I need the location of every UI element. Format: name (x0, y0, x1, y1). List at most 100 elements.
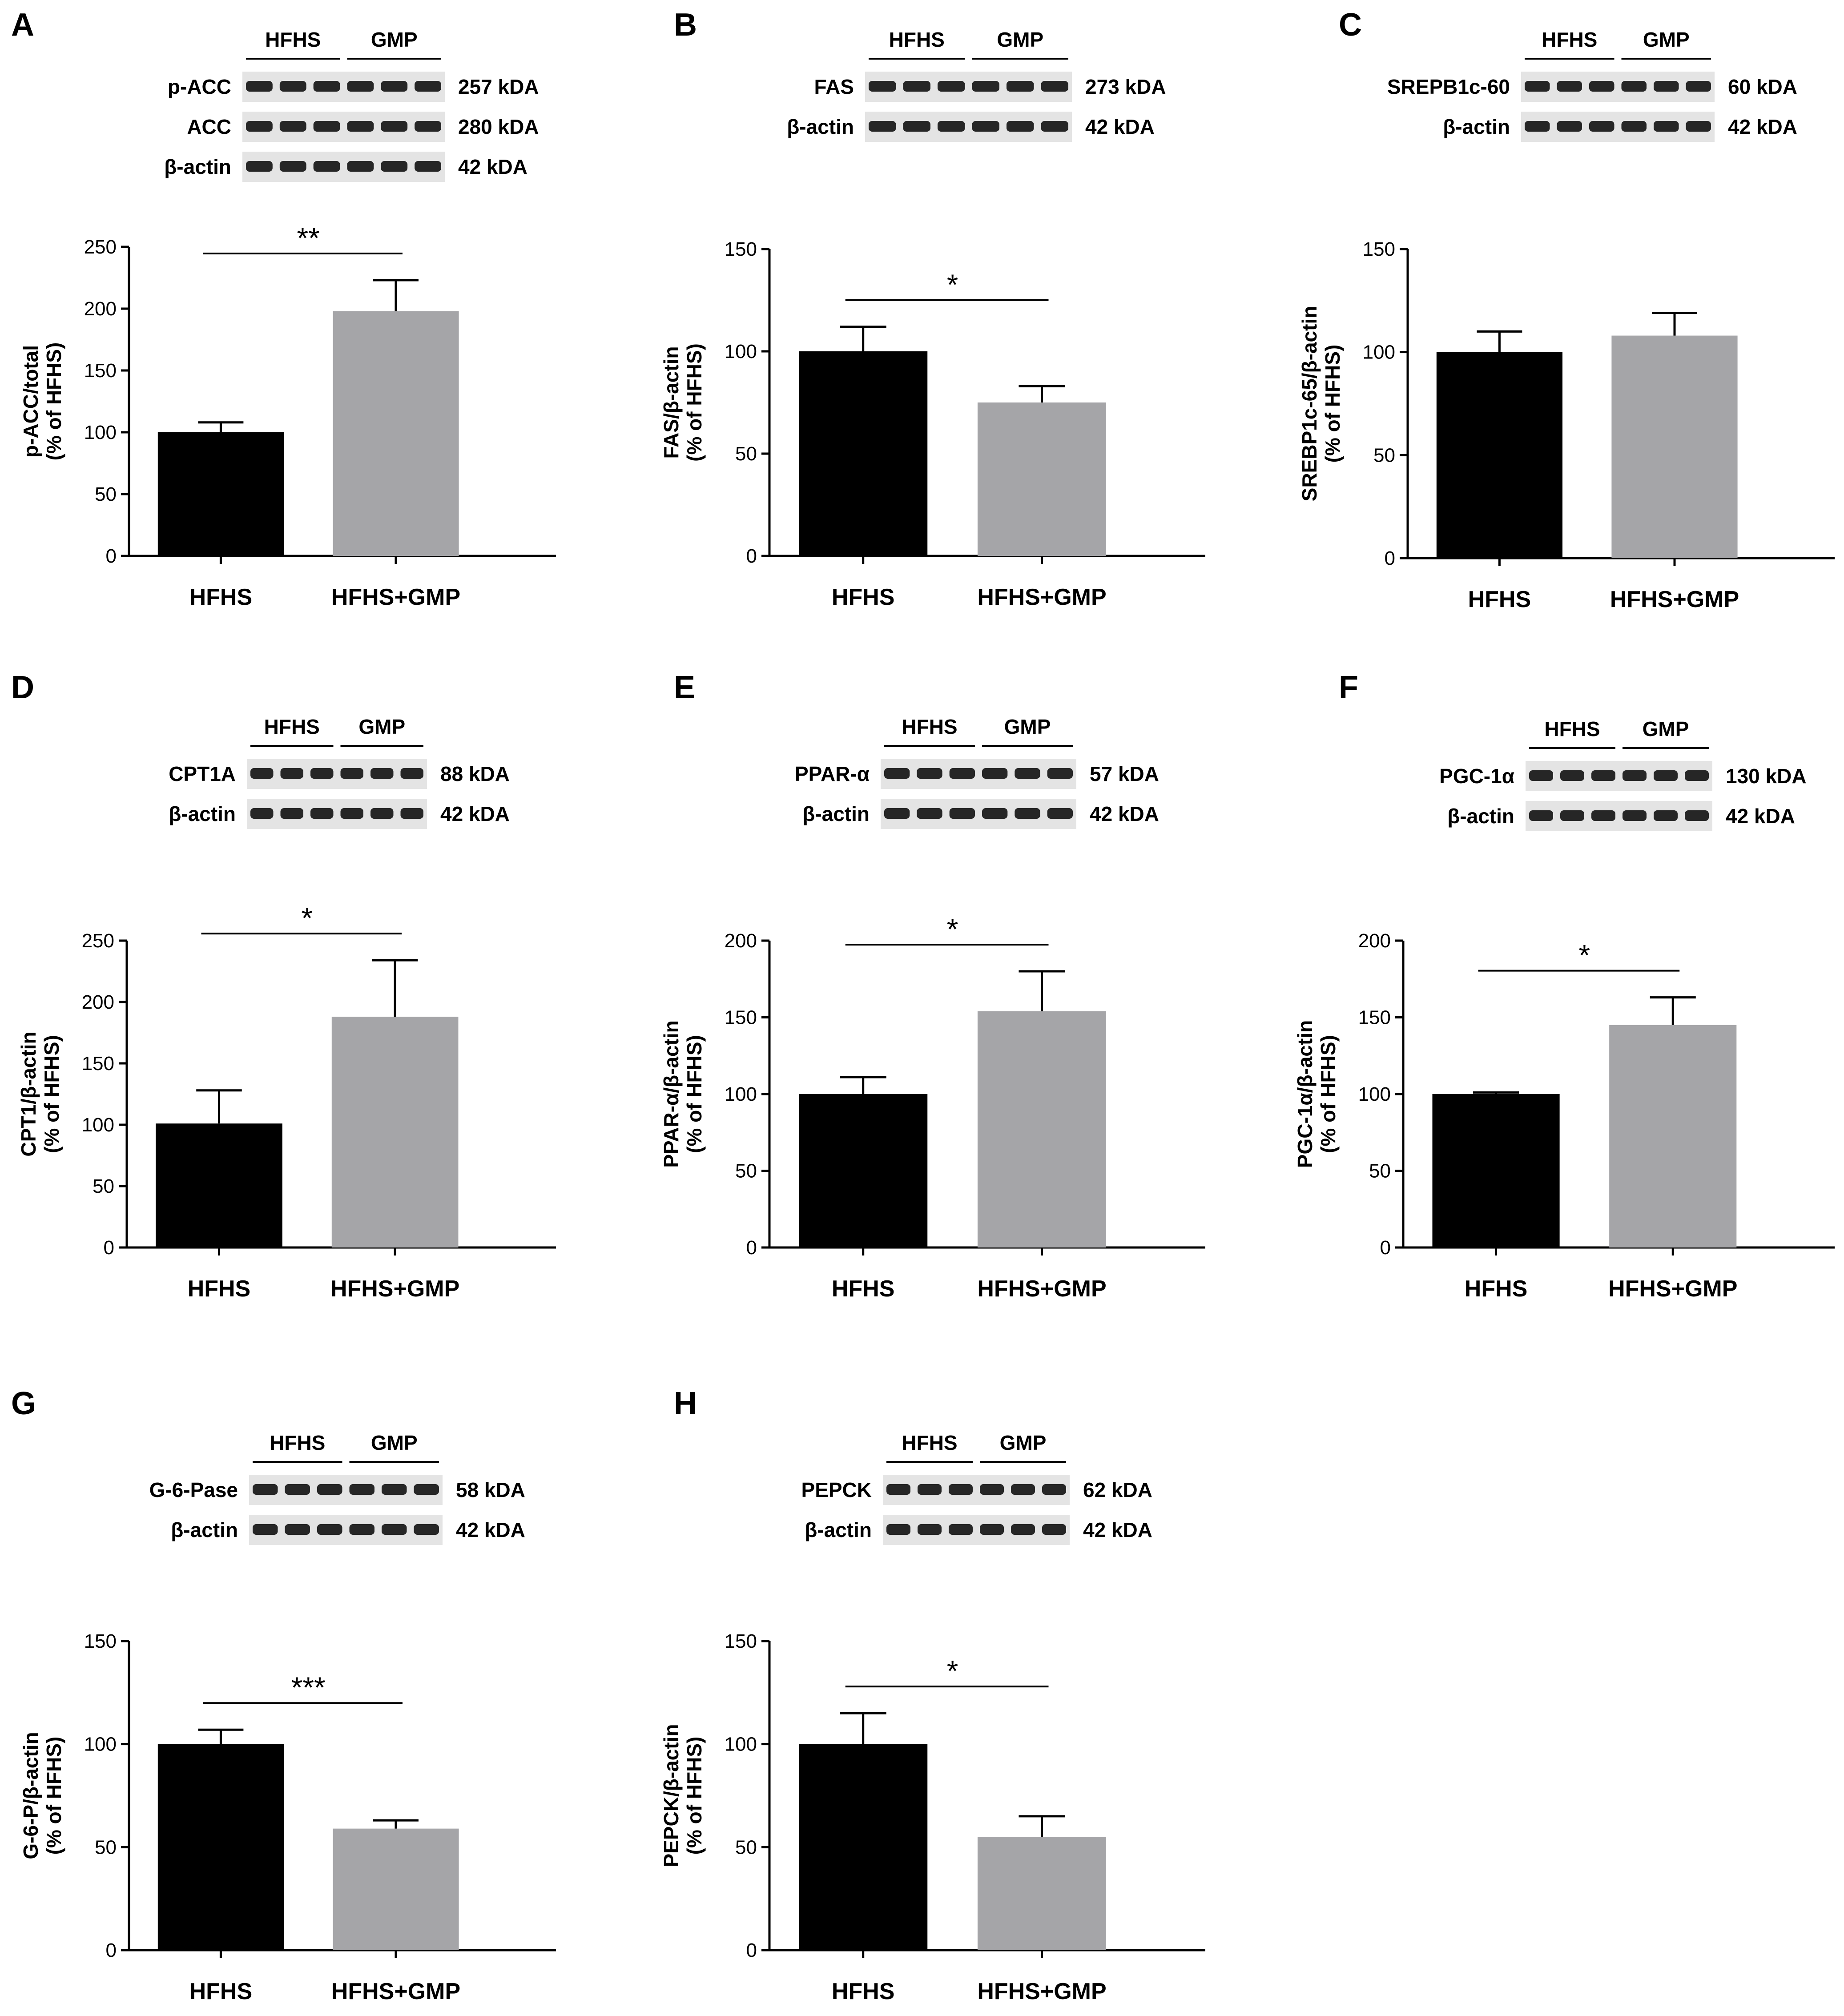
blot-band (415, 161, 441, 172)
y-tick-label: 0 (106, 1940, 117, 1961)
blot-band (414, 1524, 439, 1535)
x-tick-label: HFHS (1468, 587, 1531, 612)
blot-band (980, 1484, 1004, 1495)
blot-band (280, 808, 303, 819)
blot-band (370, 808, 394, 819)
blot-membrane (249, 1515, 443, 1545)
blot-kda-label: 42 kDA (456, 1518, 525, 1541)
blot-band (1685, 810, 1709, 821)
blot-band (382, 1484, 407, 1495)
y-axis-label: PGC-1α/β-actin(% of HFHS) (1293, 1020, 1340, 1168)
blot-band (349, 1524, 374, 1535)
blot-band (253, 1524, 278, 1535)
blot-band (349, 1484, 374, 1495)
blot-band (1525, 81, 1550, 92)
bar-hfhs-gmp (1609, 1025, 1737, 1247)
bar-hfhs (799, 1094, 928, 1247)
blot-band (313, 161, 340, 172)
y-tick-label: 50 (1369, 1160, 1391, 1182)
blot-band (1654, 81, 1679, 92)
significance-marker: * (947, 268, 958, 301)
panel-letter: F (1339, 670, 1358, 705)
y-axis-label-line1: PEPCK/β-actin (660, 1724, 683, 1867)
y-tick-label: 0 (1385, 547, 1395, 569)
blot-kda-label: 130 kDA (1726, 765, 1807, 788)
blot-band (246, 81, 273, 92)
significance-marker: ** (297, 221, 320, 254)
western-blot: HFHS GMP FAS 273 kDA β-actin 42 kDA (787, 28, 1166, 142)
blot-protein-label: G-6-Pase (149, 1478, 238, 1501)
blot-protein-label: PEPCK (801, 1478, 872, 1501)
blot-membrane (1521, 72, 1715, 102)
western-blot: HFHS GMP PEPCK 62 kDA β-actin 42 kDA (801, 1431, 1152, 1545)
blot-band (917, 768, 942, 779)
blot-band (1621, 121, 1647, 132)
blot-protein-label: β-actin (802, 802, 870, 825)
blot-band (1623, 810, 1647, 821)
x-tick-label: HFHS (189, 584, 253, 610)
y-axis-label-line2: (% of HFHS) (1321, 345, 1344, 463)
western-blot: HFHS GMP PPAR-α 57 kDA β-actin 42 kDA (795, 715, 1159, 829)
blot-band (381, 161, 408, 172)
blot-kda-label: 58 kDA (456, 1478, 525, 1501)
blot-band (886, 1524, 910, 1535)
y-tick-label: 0 (104, 1237, 114, 1259)
y-axis-label: PEPCK/β-actin(% of HFHS) (660, 1724, 706, 1867)
x-tick-label: HFHS+GMP (331, 584, 460, 610)
y-tick-label: 100 (1363, 342, 1395, 363)
bar-chart: 0 50 100 150 FAS/β-actin(% of HFHS) HFHS HFHS+… (660, 238, 1205, 610)
blot-band (400, 808, 423, 819)
bar-hfhs (799, 1744, 928, 1950)
blot-band (1047, 808, 1073, 819)
blot-group-label: HFHS (902, 1431, 957, 1454)
blot-band (1591, 810, 1615, 821)
blot-band (949, 1524, 973, 1535)
panel-letter: H (674, 1386, 697, 1421)
y-tick-label: 100 (725, 1083, 757, 1105)
blot-membrane (883, 1515, 1070, 1545)
y-tick-label: 0 (746, 1237, 757, 1259)
y-tick-label: 0 (746, 545, 757, 567)
y-tick-label: 100 (725, 1734, 757, 1755)
blot-group-label: HFHS (265, 28, 321, 51)
y-axis-label-line1: CPT1/β-actin (17, 1031, 40, 1156)
western-blot: HFHS GMP PGC-1α 130 kDA β-actin 42 kDA (1439, 717, 1807, 831)
blot-band (340, 808, 363, 819)
y-tick-label: 50 (1373, 444, 1395, 466)
blot-group-label: HFHS (1542, 28, 1597, 51)
blot-band (310, 808, 334, 819)
y-tick-label: 200 (82, 991, 114, 1013)
blot-band (1560, 810, 1584, 821)
bar-hfhs-gmp (977, 1011, 1107, 1247)
y-tick-label: 150 (725, 1630, 757, 1652)
significance-marker: * (301, 901, 313, 934)
y-tick-label: 250 (84, 236, 117, 258)
blot-band (903, 81, 930, 92)
blot-band (869, 121, 896, 132)
blot-band (1047, 768, 1073, 779)
y-tick-label: 0 (1380, 1237, 1391, 1259)
blot-group-label: HFHS (889, 28, 945, 51)
bar-chart: 0 50 100 150 200 PGC-1α/β-actin(% of HFHS) HFH… (1293, 930, 1835, 1302)
panel-f: F HFHS GMP PGC-1α 130 kDA β-actin 42 kDA 0 50 100… (1293, 670, 1835, 1302)
bar-hfhs (157, 432, 284, 556)
bar-hfhs (156, 1123, 282, 1247)
blot-band (1525, 121, 1550, 132)
blot-band (1557, 81, 1582, 92)
blot-band (1623, 770, 1647, 781)
blot-band (347, 121, 374, 132)
bar-chart: 0 50 100 150 200 250 CPT1/β-actin(% of HFHS) HF… (17, 901, 556, 1302)
blot-band (415, 81, 441, 92)
blot-membrane (1521, 112, 1715, 142)
blot-kda-label: 280 kDA (458, 115, 539, 138)
blot-group-label: HFHS (902, 715, 957, 738)
blot-band (246, 161, 273, 172)
blot-band (1011, 1484, 1035, 1495)
significance-marker: * (1579, 939, 1590, 972)
blot-membrane (242, 112, 445, 142)
y-tick-label: 150 (1363, 238, 1395, 260)
blot-group-label: GMP (997, 28, 1043, 51)
blot-kda-label: 62 kDA (1083, 1478, 1152, 1501)
blot-kda-label: 42 kDA (440, 802, 510, 825)
blot-kda-label: 257 kDA (458, 75, 539, 98)
